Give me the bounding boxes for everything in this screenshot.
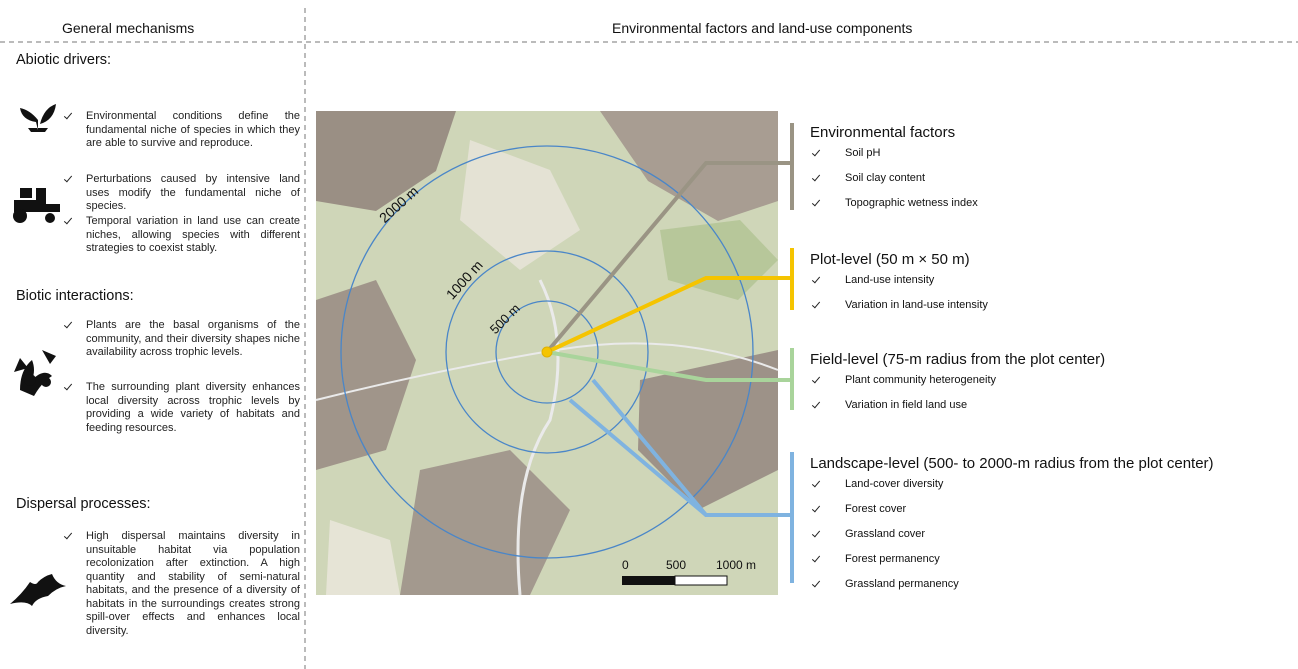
- mechanism-text: Environmental conditions define the fund…: [86, 110, 300, 149]
- factor-text: Topographic wetness index: [845, 197, 978, 209]
- mechanism-text: Temporal variation in land use can creat…: [86, 215, 300, 254]
- mechanism-text: The surrounding plant diversity enhances…: [86, 381, 300, 434]
- factor-text: Variation in field land use: [845, 399, 968, 411]
- factor-text: Soil clay content: [845, 172, 926, 184]
- factor-text: Forest permanency: [845, 553, 940, 565]
- group-title: Plot-level (50 m × 50 m): [810, 251, 970, 268]
- mechanism-text: Plants are the basal organisms of the co…: [86, 319, 300, 358]
- section-title: Biotic interactions:: [16, 288, 134, 304]
- scale-label: 500: [666, 558, 686, 572]
- factor-text: Variation in land-use intensity: [845, 299, 988, 311]
- mechanism-text: High dispersal maintains diversity in un…: [86, 530, 300, 637]
- scale-label: 1000 m: [716, 558, 756, 572]
- factor-text: Grassland cover: [845, 528, 926, 540]
- factor-text: Plant community heterogeneity: [845, 374, 997, 386]
- factor-text: Grassland permanency: [845, 578, 959, 590]
- group-title: Field-level (75-m radius from the plot c…: [810, 351, 1106, 368]
- factor-text: Land-cover diversity: [845, 478, 944, 490]
- header-right: Environmental factors and land-use compo…: [612, 20, 913, 36]
- factor-text: Soil pH: [845, 147, 881, 159]
- scale-label: 0: [622, 558, 629, 572]
- map: [315, 111, 779, 596]
- icons: [10, 104, 66, 606]
- group-title: Environmental factors: [810, 124, 956, 141]
- section-title: Dispersal processes:: [16, 496, 151, 512]
- section-title: Abiotic drivers:: [16, 52, 112, 68]
- factor-text: Land-use intensity: [845, 274, 935, 286]
- factor-text: Forest cover: [845, 503, 907, 515]
- group-title: Landscape-level (500- to 2000-m radius f…: [810, 455, 1214, 472]
- mechanism-text: Perturbations caused by intensive land u…: [86, 173, 300, 212]
- header-left: General mechanisms: [62, 20, 195, 36]
- connectors: [541, 123, 794, 583]
